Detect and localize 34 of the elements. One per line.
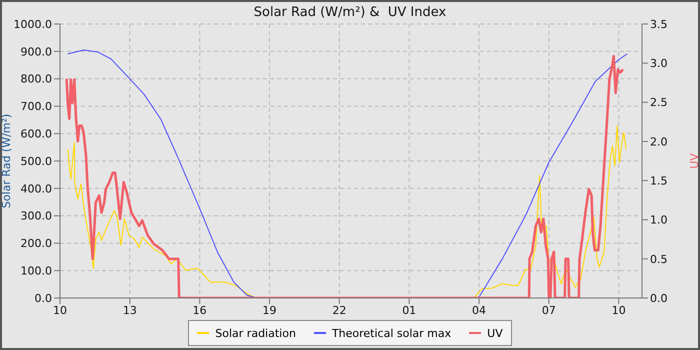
y2-tick-label: 0.5 (650, 252, 668, 266)
y-tick-label: 1000.0 (14, 18, 52, 31)
y-tick-label: 500.0 (20, 154, 52, 168)
legend-label: Solar radiation (214, 326, 296, 342)
x-tick-label: 22 (332, 304, 346, 317)
y2-tick-label: 2.0 (650, 135, 668, 148)
y-tick-label: 400.0 (20, 182, 52, 196)
y-tick-label: 600.0 (20, 128, 52, 141)
y2-tick-label: 1.0 (650, 214, 668, 227)
x-tick-label: 10 (612, 304, 626, 317)
x-tick-label: 01 (402, 304, 416, 317)
y-tick-label: 700.0 (20, 100, 52, 114)
chart-title: Solar Rad (W/m²) & UV Index (254, 5, 446, 20)
y-tick-label: 800.0 (20, 72, 52, 86)
legend-label: Theoretical solar max (330, 326, 452, 342)
y2-tick-label: 3.0 (650, 57, 668, 70)
x-tick-label: 13 (122, 304, 137, 317)
legend-label: UV (486, 326, 503, 342)
x-tick-label: 10 (53, 304, 67, 317)
x-tick-label: 19 (262, 304, 277, 317)
y2-axis-title: UV (688, 152, 700, 169)
y2-tick-label: 0.0 (650, 292, 668, 305)
y2-tick-label: 3.5 (650, 18, 668, 31)
y-tick-label: 200.0 (20, 237, 52, 250)
y-axis-title: Solar Rad (W/m²) (0, 114, 13, 208)
x-tick-label: 16 (192, 304, 207, 317)
x-tick-label: 07 (542, 304, 556, 317)
y2-tick-label: 2.5 (650, 96, 668, 110)
y-tick-label: 900.0 (20, 45, 52, 58)
y-tick-label: 100.0 (20, 264, 52, 278)
y-tick-label: 300.0 (20, 210, 52, 223)
y-tick-label: 0.0 (34, 292, 52, 305)
x-tick-label: 04 (472, 304, 486, 317)
y2-tick-label: 1.5 (650, 174, 668, 188)
